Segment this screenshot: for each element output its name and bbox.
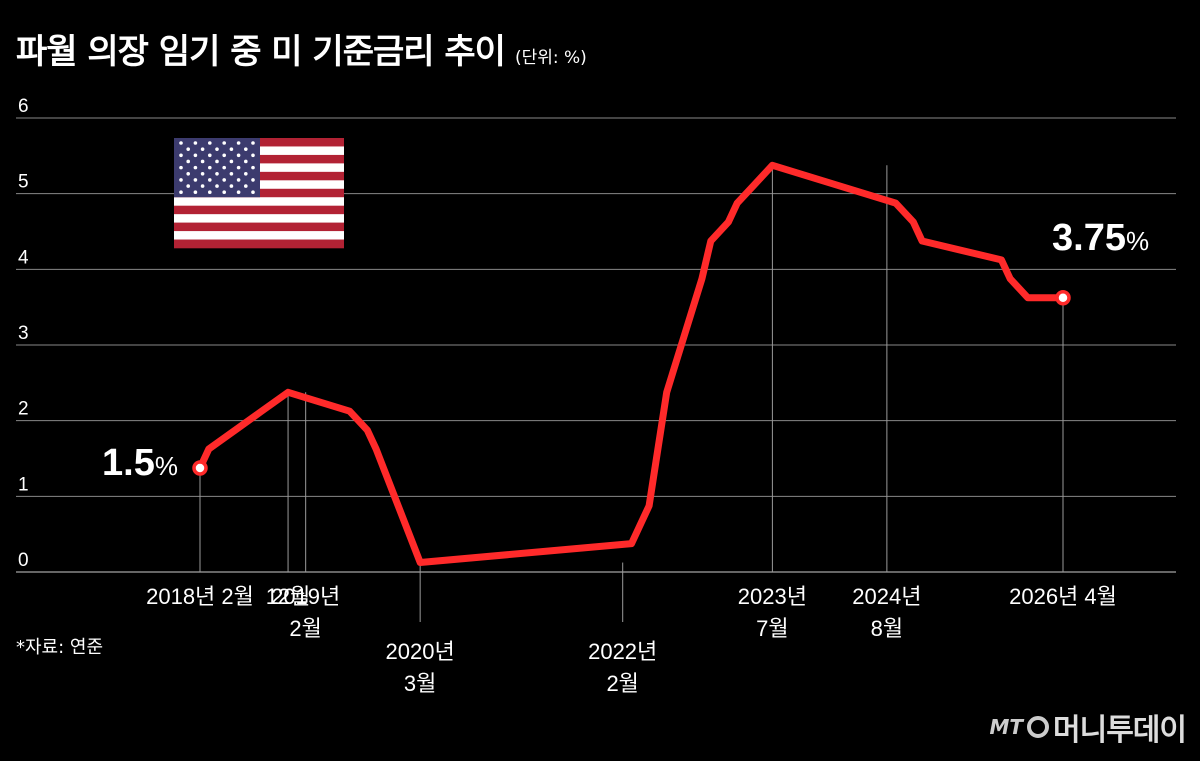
date-label: 2월: [289, 616, 321, 641]
flag-star: [251, 178, 255, 182]
y-axis-ticks: 0 1 2 3 4 5 6: [18, 96, 29, 571]
date-label: 12월: [266, 584, 311, 609]
page-title: 파월 의장 임기 중 미 기준금리 추이: [16, 32, 506, 72]
date-label: 2023년: [738, 584, 807, 609]
flag-stripe: [174, 239, 344, 249]
flag-star: [193, 190, 198, 195]
y-tick-label: 5: [18, 172, 29, 193]
flag-star: [229, 147, 234, 151]
series-line: [196, 161, 1067, 566]
flag-star: [200, 159, 205, 164]
value-annotations: 1.5% 3.75%: [102, 217, 1149, 484]
flag-star: [222, 141, 226, 145]
flag-star: [193, 165, 198, 170]
flag-stripe: [174, 231, 344, 240]
source-note: *자료: 연준: [16, 637, 104, 658]
flag-star: [251, 153, 255, 158]
flag-star: [222, 153, 226, 158]
y-tick-label: 6: [18, 96, 29, 117]
flag-star: [244, 171, 248, 176]
flag-star: [179, 141, 183, 145]
flag-star: [244, 184, 248, 188]
flag-star: [186, 147, 190, 151]
flag-star: [193, 141, 198, 145]
value-annotation: 3.75%: [1052, 217, 1149, 259]
date-label: 2026년 4월: [1009, 584, 1117, 609]
flag-star: [229, 184, 234, 188]
flag-star: [236, 190, 241, 195]
flag-star: [186, 171, 190, 176]
flag-star: [229, 159, 234, 164]
logo-name: 머니투데이: [1053, 713, 1187, 748]
publisher-logo: MT 머니투데이: [989, 705, 1187, 749]
flag-star: [215, 147, 219, 151]
flag-star: [186, 184, 190, 188]
flag-star: [193, 178, 198, 182]
flag-star: [215, 159, 219, 164]
y-tick-label: 4: [18, 247, 29, 268]
endpoint-marker: [192, 460, 208, 476]
flag-star: [208, 153, 212, 158]
date-label: 8월: [871, 616, 903, 641]
flag-star: [222, 178, 226, 182]
flag-stripe: [174, 205, 344, 215]
flag-canton: [174, 138, 260, 198]
flag-star: [179, 153, 183, 158]
date-guide-lines: [199, 165, 1064, 622]
date-label: 2022년: [588, 639, 657, 664]
flag-star: [251, 190, 255, 195]
flag-star: [186, 159, 190, 164]
flag-star: [236, 178, 241, 182]
logo-mt: MT: [989, 715, 1023, 739]
flag-star: [229, 171, 234, 176]
flag-star: [179, 165, 183, 170]
value-annotation: 1.5%: [102, 442, 178, 484]
y-tick-label: 1: [18, 474, 29, 495]
flag-star: [193, 153, 198, 158]
logo-mark-icon: [1027, 716, 1049, 738]
endpoint-marker: [1055, 289, 1071, 306]
flag-stripe: [174, 197, 344, 206]
flag-stripe: [174, 214, 344, 223]
flag-star: [215, 171, 219, 176]
y-tick-label: 0: [18, 550, 29, 571]
y-tick-label: 3: [18, 323, 29, 344]
flag-star: [179, 178, 183, 182]
flag-stripe: [174, 222, 344, 232]
flag-star: [215, 184, 219, 188]
date-label: 2월: [606, 671, 638, 696]
flag-star: [222, 190, 226, 195]
date-label: 7월: [756, 616, 788, 641]
flag-star: [179, 190, 183, 195]
flag-star: [251, 141, 255, 145]
flag-star: [222, 165, 226, 170]
flag-star: [208, 141, 212, 145]
flag-star: [236, 153, 241, 158]
us-flag-icon: [174, 138, 344, 249]
date-label: 2020년: [386, 639, 455, 664]
flag-star: [208, 165, 212, 170]
flag-star: [244, 147, 248, 151]
flag-star: [200, 184, 205, 188]
date-label: 3월: [404, 671, 436, 696]
title-row: 파월 의장 임기 중 미 기준금리 추이 (단위: %): [16, 24, 587, 74]
unit-label: (단위: %): [514, 48, 587, 68]
date-label: 2024년: [852, 584, 921, 609]
rate-series: [192, 161, 1071, 566]
flag-star: [244, 159, 248, 164]
flag-star: [208, 190, 212, 195]
flag-star: [251, 165, 255, 170]
flag-star: [236, 141, 241, 145]
y-tick-label: 2: [18, 399, 29, 420]
date-label: 2018년 2월: [146, 584, 254, 609]
flag-star: [200, 147, 205, 151]
flag-star: [208, 178, 212, 182]
flag-star: [200, 171, 205, 176]
date-label: 2019년: [271, 584, 340, 609]
flag-star: [236, 165, 241, 170]
